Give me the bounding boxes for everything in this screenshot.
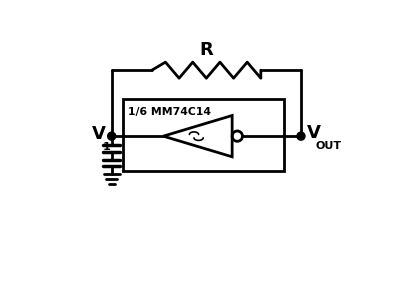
- Text: V: V: [307, 124, 321, 142]
- Circle shape: [108, 132, 116, 140]
- Text: V: V: [91, 125, 105, 143]
- Text: 1: 1: [103, 142, 111, 152]
- Circle shape: [297, 132, 305, 140]
- Text: 1/6 MM74C14: 1/6 MM74C14: [128, 107, 211, 117]
- Text: OUT: OUT: [316, 141, 342, 151]
- Text: R: R: [199, 41, 213, 59]
